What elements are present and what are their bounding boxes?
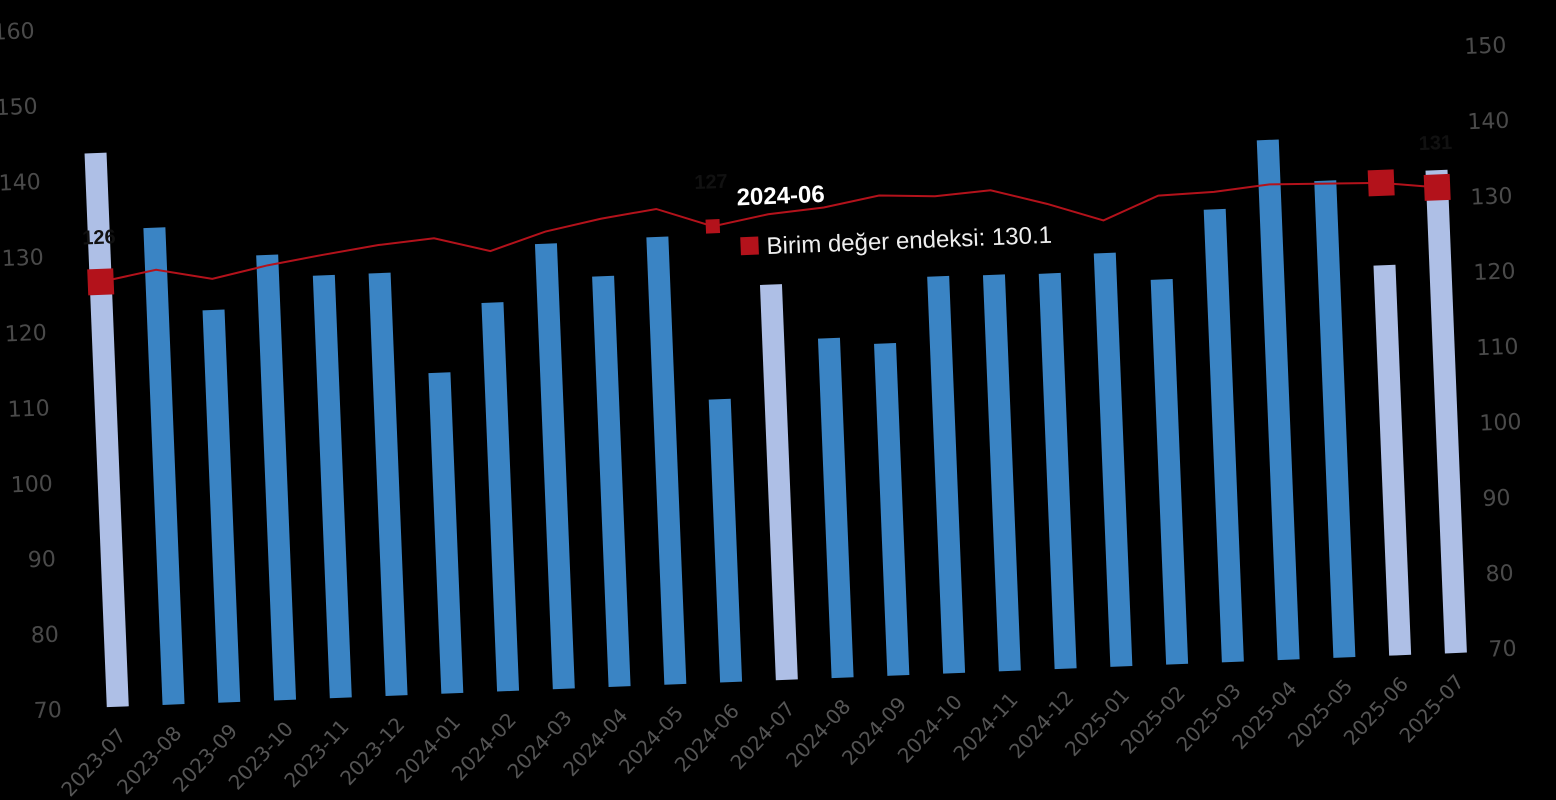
- bar-2024-04[interactable]: [592, 275, 631, 688]
- bar-2024-12[interactable]: [1038, 272, 1077, 670]
- right-axis-tick-label: 90: [1482, 486, 1511, 512]
- data-label: 131: [1418, 132, 1452, 155]
- tooltip-value: 130.1: [991, 222, 1052, 251]
- right-axis-tick-label: 110: [1476, 335, 1519, 362]
- line-marker-2024-06[interactable]: [705, 219, 721, 234]
- data-labels: 126 127 131: [82, 132, 1453, 250]
- bar-2025-03[interactable]: [1203, 208, 1244, 663]
- tooltip-series-name: Birim değer endeksi: [766, 225, 979, 260]
- bar-2024-01[interactable]: [428, 372, 464, 694]
- right-axis-tick-label: 120: [1473, 259, 1516, 286]
- right-axis: 70 80 90 100 110 120 130 140 150: [1464, 33, 1522, 663]
- right-axis-tick-label: 80: [1485, 561, 1514, 587]
- x-axis: 2023-072023-082023-092023-102023-112023-…: [56, 670, 1468, 800]
- tooltip-body: Birim değer endeksi: 130.1: [766, 222, 1052, 260]
- bar-2025-02[interactable]: [1150, 279, 1189, 665]
- bar-2025-07[interactable]: [1425, 169, 1467, 654]
- bar-2024-09[interactable]: [874, 343, 910, 676]
- left-axis-tick-label: 130: [1, 245, 44, 272]
- bar-2024-03[interactable]: [534, 243, 575, 690]
- bar-2023-09[interactable]: [202, 309, 241, 703]
- line-marker-2025-06[interactable]: [1367, 169, 1395, 197]
- bar-2025-06[interactable]: [1373, 264, 1412, 656]
- left-axis-tick-label: 150: [0, 94, 38, 121]
- bar-2023-12[interactable]: [368, 272, 408, 696]
- bar-2024-10[interactable]: [927, 275, 966, 674]
- bar-2023-08[interactable]: [143, 227, 185, 705]
- bar-2024-08[interactable]: [817, 337, 854, 679]
- data-label: 126: [82, 226, 116, 249]
- tooltip-title: 2024-06: [736, 181, 825, 212]
- right-axis-tick-label: 70: [1488, 637, 1517, 663]
- line-path: [100, 181, 1438, 283]
- bar-2025-01[interactable]: [1093, 252, 1133, 667]
- left-axis-tick-label: 70: [33, 698, 62, 724]
- tooltip: 2024-06 Birim değer endeksi: 130.1: [736, 181, 1052, 260]
- left-axis-tick-label: 110: [7, 396, 50, 423]
- left-axis-tick-label: 100: [10, 472, 53, 499]
- right-axis-tick-label: 150: [1464, 33, 1507, 60]
- left-axis-tick-label: 160: [0, 19, 35, 46]
- bar-2024-06[interactable]: [708, 398, 743, 683]
- line-marker-2023-07[interactable]: [87, 268, 115, 296]
- x-axis-tick-label: 2025-07: [1394, 670, 1468, 748]
- bar-2024-02[interactable]: [481, 302, 520, 692]
- left-axis-tick-label: 120: [4, 321, 47, 348]
- right-axis-tick-label: 130: [1470, 184, 1513, 211]
- bar-2024-05[interactable]: [646, 236, 687, 685]
- bar-2024-11[interactable]: [982, 274, 1021, 672]
- bar-series: [84, 139, 1467, 708]
- tooltip-colon: :: [978, 224, 992, 252]
- left-axis-tick-label: 140: [0, 170, 41, 197]
- bar-2023-10[interactable]: [256, 254, 297, 701]
- right-axis-tick-label: 100: [1479, 410, 1522, 437]
- right-axis-tick-label: 140: [1467, 109, 1510, 136]
- bar-2024-07[interactable]: [759, 284, 798, 681]
- data-label: 127: [694, 171, 728, 194]
- left-axis-tick-label: 80: [30, 623, 59, 649]
- bar-2023-11[interactable]: [312, 274, 352, 699]
- tooltip-swatch: [740, 236, 759, 256]
- line-series: [87, 169, 1451, 296]
- bar-2025-05[interactable]: [1314, 180, 1356, 658]
- left-axis-tick-label: 90: [27, 547, 56, 573]
- line-marker-2025-07[interactable]: [1423, 173, 1451, 201]
- bar-2025-04[interactable]: [1256, 139, 1300, 661]
- left-axis: 70 80 90 100 110 120 130 140 150 160: [0, 19, 62, 724]
